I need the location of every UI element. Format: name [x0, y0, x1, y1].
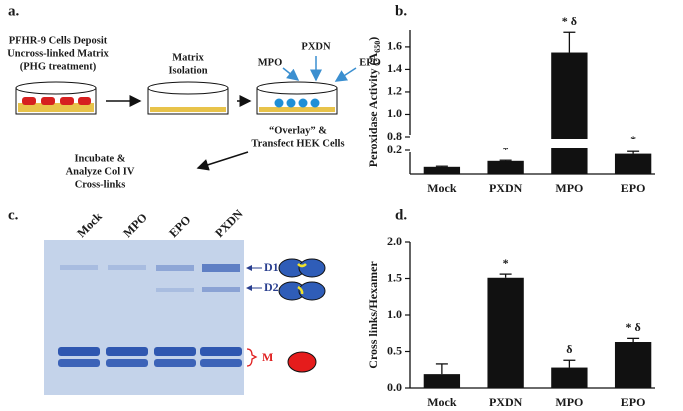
y-tick-label: 1.0: [387, 307, 402, 321]
annotation: *: [503, 256, 509, 270]
gel: [44, 240, 244, 395]
bracket: [246, 348, 258, 367]
step-text: “Overlay” &: [269, 125, 327, 136]
dish: [15, 81, 97, 115]
y-axis-label-part: ): [366, 37, 380, 41]
y-tick-label: 0.5: [387, 343, 402, 357]
y-axis-label-part: Cross links/Hexamer: [366, 261, 380, 369]
x-tick-label: EPO: [621, 181, 646, 195]
dish: [256, 81, 338, 115]
dimer-icon: [278, 258, 326, 278]
y-tick-label: 1.6: [387, 39, 402, 53]
bar: [423, 374, 461, 388]
y-tick-label: 0.8: [387, 129, 402, 143]
panel-label: d.: [395, 207, 407, 223]
dimer-icon: [278, 281, 326, 301]
bar: [487, 160, 524, 174]
lane-label: EPO: [166, 213, 193, 240]
enzyme: EPO: [359, 57, 381, 68]
x-tick-label: Mock: [427, 395, 457, 409]
lane-label: Mock: [74, 209, 105, 240]
annotation: δ: [566, 342, 572, 356]
x-tick-label: MPO: [555, 395, 583, 409]
bar: [423, 166, 461, 174]
x-tick-label: PXDN: [489, 181, 523, 195]
band-label: M: [262, 350, 273, 364]
annotation: * δ: [626, 320, 641, 334]
panel-label: a.: [8, 3, 20, 19]
y-tick-label: 0.0: [387, 380, 402, 394]
y-tick-label: 2.0: [387, 234, 402, 248]
annotation: * δ: [562, 14, 577, 28]
annotation: *: [503, 142, 509, 156]
y-tick-label: 1.2: [387, 84, 402, 98]
bar: [551, 367, 588, 388]
arrow: [196, 151, 249, 171]
y-axis-label-part: 650: [373, 41, 382, 53]
x-tick-label: MPO: [555, 181, 583, 195]
y-axis-label: Peroxidase Activity (A650): [366, 37, 383, 167]
step-text: Matrix: [172, 52, 204, 63]
step-text: Cross-links: [75, 179, 126, 190]
panel-a: a. PFHR-9 Cells Deposit Uncross-linked M…: [7, 3, 381, 190]
step-text: Incubate &: [74, 153, 125, 164]
step-text: Isolation: [168, 65, 207, 76]
step-text: Analyze Col IV: [66, 166, 135, 177]
band-label: D1: [264, 260, 279, 274]
dish: [147, 81, 229, 115]
y-tick-label: 1.0: [387, 106, 402, 120]
arrow: [334, 67, 357, 82]
bar: [551, 52, 588, 174]
y-axis-label-part: Peroxidase Activity (A: [366, 52, 380, 167]
arrow: [282, 67, 300, 81]
band-label: D2: [264, 280, 279, 294]
step-text: PFHR-9 Cells Deposit: [9, 35, 108, 46]
lane-label: MPO: [120, 210, 150, 240]
x-tick-label: EPO: [621, 395, 646, 409]
lane-label: PXDN: [212, 206, 246, 240]
enzyme: PXDN: [301, 41, 331, 52]
monomer-icon: [287, 351, 317, 373]
y-tick-label: 1.4: [387, 61, 402, 75]
axis-break: [402, 139, 665, 148]
step-text: Transfect HEK Cells: [251, 138, 344, 149]
enzyme: MPO: [258, 57, 283, 68]
step-text: Uncross-linked Matrix: [7, 48, 109, 59]
x-tick-label: Mock: [427, 181, 457, 195]
panel-label: b.: [395, 3, 407, 19]
bar: [487, 277, 524, 388]
x-tick-label: PXDN: [489, 395, 523, 409]
y-axis-label: Cross links/Hexamer: [366, 261, 380, 369]
y-tick-label: 1.5: [387, 270, 402, 284]
bar: [614, 153, 652, 174]
panel-label: c.: [8, 207, 19, 223]
step-text: (PHG treatment): [20, 61, 97, 72]
y-tick-label: 0.2: [387, 142, 402, 156]
bar: [614, 342, 652, 388]
panel-c: c. Mock MPO EPO PXDN D1 D2 M: [8, 206, 326, 395]
